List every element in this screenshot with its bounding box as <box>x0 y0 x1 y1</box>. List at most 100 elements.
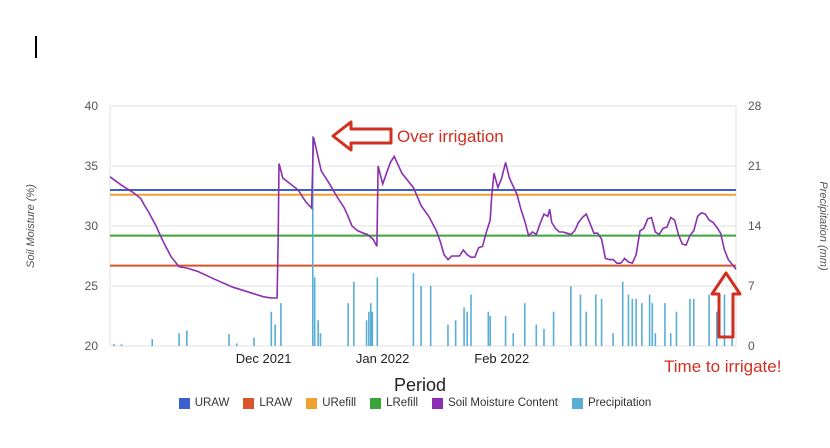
precipitation-bar <box>669 333 672 346</box>
precipitation-bar <box>723 294 726 346</box>
precipitation-bar <box>612 333 614 346</box>
precipitation-bar <box>313 277 316 346</box>
precipitation-bar <box>487 311 490 346</box>
over-irrigation-label: Over irrigation <box>397 127 504 146</box>
precipitation-bar <box>368 311 370 346</box>
precipitation-bar <box>317 320 319 346</box>
precipitation-bar <box>466 311 468 346</box>
precipitation-bar <box>311 136 314 346</box>
time-to-irrigate-annotation: Time to irrigate! <box>664 271 781 376</box>
right-tick-label: 21 <box>748 159 762 173</box>
legend-label-lraw: LRAW <box>259 397 293 409</box>
precipitation-bar <box>689 298 691 346</box>
left-arrow-icon <box>331 120 393 152</box>
precipitation-bar <box>579 294 582 346</box>
precipitation-bar <box>412 273 415 346</box>
precipitation-bars <box>113 136 733 346</box>
precipitation-bar <box>365 320 368 346</box>
legend-swatch-urefill <box>306 397 318 409</box>
precipitation-bar <box>463 307 465 346</box>
x-tick-label: Dec 2021 <box>236 351 292 366</box>
legend-label-precipitation: Precipitation <box>588 397 652 409</box>
precipitation-bar <box>595 294 597 346</box>
x-axis-ticks: Dec 2021 Jan 2022 Feb 2022 <box>236 351 529 366</box>
left-tick-label: 25 <box>85 279 99 293</box>
soil-moisture-line <box>109 137 737 299</box>
legend-label-uraw: URAW <box>194 397 230 409</box>
precipitation-bar <box>454 320 457 346</box>
precipitation-bar <box>512 333 515 346</box>
precipitation-bar <box>228 334 230 346</box>
precipitation-bar <box>535 324 538 346</box>
precipitation-bar <box>151 339 154 346</box>
right-tick-label: 28 <box>748 99 762 113</box>
precipitation-bar <box>648 294 651 346</box>
precipitation-bar <box>715 311 718 346</box>
legend-label-urefill: URefill <box>322 397 357 409</box>
precipitation-bar <box>113 344 115 346</box>
precipitation-bar <box>319 333 322 346</box>
precipitation-bar <box>523 303 526 346</box>
legend-item-urefill: URefill <box>306 397 356 409</box>
legend-swatch-lrefill <box>370 397 382 409</box>
precipitation-bar <box>353 281 355 346</box>
precipitation-bar <box>651 303 654 346</box>
precipitation-bar <box>675 311 678 346</box>
precipitation-bar <box>489 316 492 346</box>
right-tick-label: 14 <box>748 219 762 233</box>
x-tick-label: Jan 2022 <box>356 351 410 366</box>
left-axis-ticks: 20 25 30 35 40 <box>85 99 99 353</box>
precipitation-bar <box>504 316 507 346</box>
right-tick-label: 0 <box>748 339 755 353</box>
time-to-irrigate-label: Time to irrigate! <box>664 357 781 376</box>
precipitation-bar <box>253 337 255 346</box>
precipitation-bar <box>708 294 710 346</box>
precipitation-bar <box>235 343 238 346</box>
left-tick-label: 40 <box>85 99 99 113</box>
precipitation-bar <box>371 311 374 346</box>
legend-swatch-precipitation <box>572 397 584 409</box>
text-cursor <box>35 36 37 58</box>
precipitation-bar <box>186 330 188 346</box>
precipitation-bar <box>447 324 449 346</box>
reference-lines <box>110 189 736 267</box>
precipitation-bar <box>369 303 372 346</box>
over-irrigation-annotation: Over irrigation <box>331 120 504 152</box>
legend-label-lrefill: LRefill <box>386 397 419 409</box>
precipitation-bar <box>280 303 282 346</box>
legend-item-lrefill: LRefill <box>370 397 418 409</box>
left-tick-label: 35 <box>85 159 99 173</box>
legend-item-precipitation: Precipitation <box>572 397 651 409</box>
precipitation-bar <box>635 298 637 346</box>
precipitation-bar <box>641 303 643 346</box>
precipitation-bar <box>621 281 624 346</box>
legend-item-uraw: URAW <box>178 397 230 409</box>
precipitation-bar <box>178 333 180 346</box>
up-arrow-icon <box>710 271 742 339</box>
left-axis-title: Soil Moisture (%) <box>25 184 37 268</box>
legend-swatch-lraw <box>243 397 255 409</box>
legend-swatch-soil-moisture <box>432 397 444 409</box>
precipitation-bar <box>627 294 630 346</box>
legend-label-soil-moisture: Soil Moisture Content <box>448 397 559 409</box>
right-axis-ticks: 0 7 14 21 28 <box>748 99 762 353</box>
precipitation-bar <box>470 294 472 346</box>
left-tick-label: 20 <box>85 339 99 353</box>
precipitation-bar <box>420 286 422 346</box>
precipitation-bar <box>570 286 572 346</box>
precipitation-bar <box>270 311 273 346</box>
legend-item-lraw: LRAW <box>243 397 292 409</box>
precipitation-bar <box>654 333 657 346</box>
precipitation-bar <box>552 311 555 346</box>
precipitation-bar <box>376 277 379 346</box>
precipitation-bar <box>664 303 666 346</box>
precipitation-bar <box>274 324 276 346</box>
left-tick-label: 30 <box>85 219 99 233</box>
x-axis-title: Period <box>394 375 446 395</box>
precipitation-bar <box>543 328 545 346</box>
precipitation-bar <box>631 298 634 346</box>
right-tick-label: 7 <box>748 279 755 293</box>
chart-legend: URAW LRAW URefill LRefill Soil Moisture … <box>0 397 830 409</box>
right-axis-title: Precipitation (mm) <box>817 181 829 271</box>
